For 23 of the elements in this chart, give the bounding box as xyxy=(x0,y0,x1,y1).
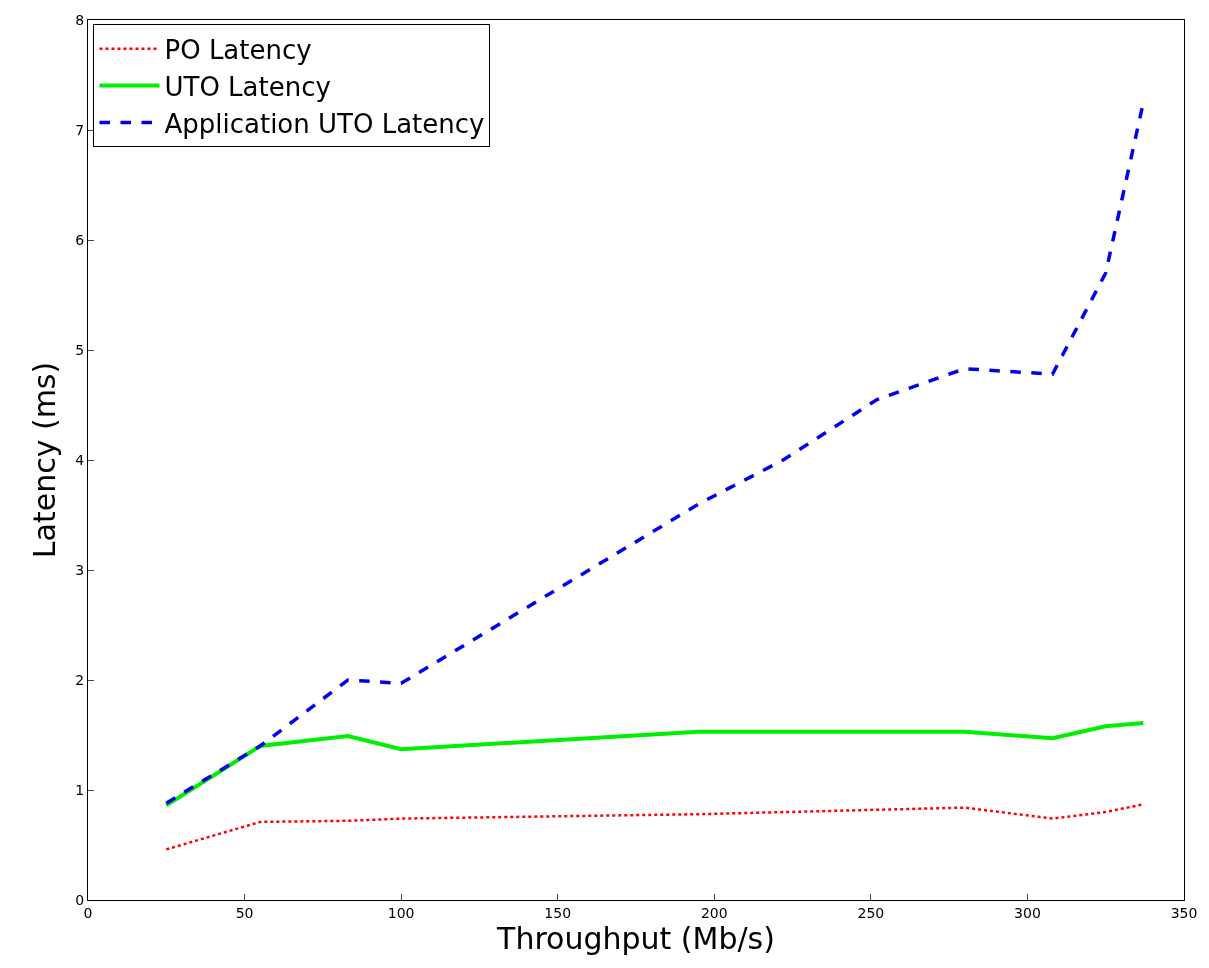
y-axis-title: Latency (ms) xyxy=(27,361,63,559)
y-tick-label: 8 xyxy=(75,11,85,28)
x-tick-label: 100 xyxy=(387,904,415,921)
x-tick-label: 300 xyxy=(1014,904,1041,921)
legend-label: PO Latency xyxy=(164,34,312,65)
y-tick-label: 2 xyxy=(75,671,85,688)
x-axis-title: Throughput (Mb/s) xyxy=(496,920,775,956)
x-tick-label: 200 xyxy=(700,904,728,921)
legend-label: Application UTO Latency xyxy=(164,108,485,139)
x-tick-label: 350 xyxy=(1170,904,1198,921)
x-tick-label: 150 xyxy=(544,904,572,921)
y-tick-label: 6 xyxy=(75,231,85,248)
y-tick-label: 7 xyxy=(75,121,85,138)
x-tick-label: 250 xyxy=(857,904,885,921)
line-series xyxy=(164,720,1146,808)
y-tick-label: 4 xyxy=(75,451,85,468)
y-tick-label: 5 xyxy=(75,341,85,358)
y-tick-label: 0 xyxy=(75,891,85,908)
x-tick-label: 50 xyxy=(235,904,254,921)
y-tick-label: 1 xyxy=(75,781,85,798)
y-tick-label: 3 xyxy=(75,561,85,578)
line-series xyxy=(165,803,1145,851)
legend-label: UTO Latency xyxy=(164,71,331,102)
